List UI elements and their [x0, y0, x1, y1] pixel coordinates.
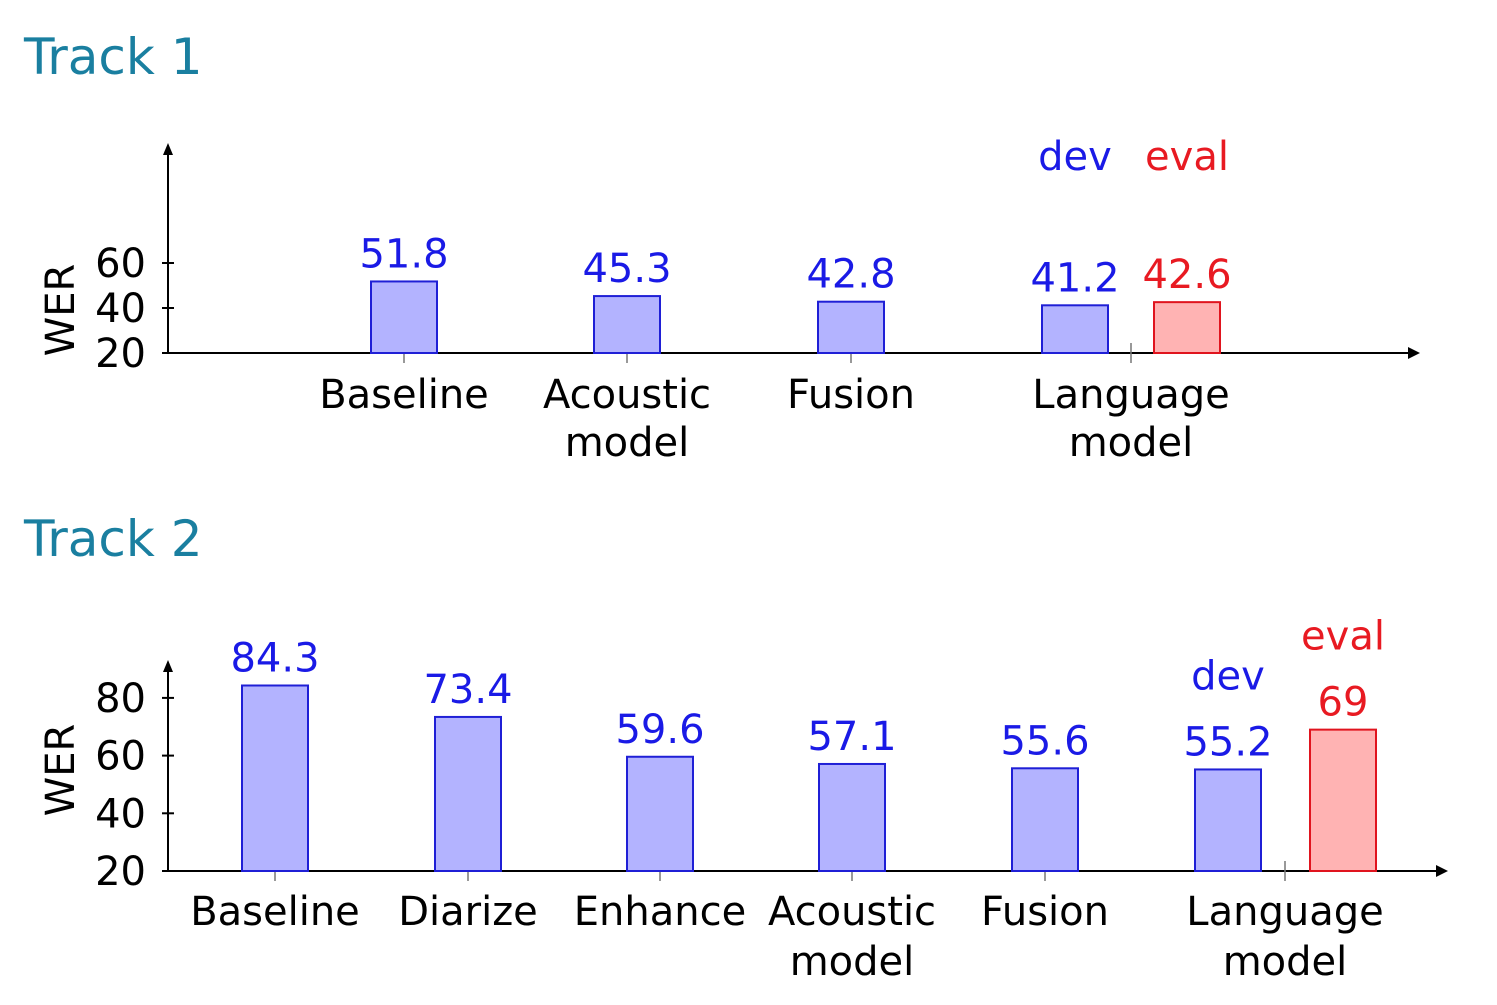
- bar-value-label-dev: 55.6: [1000, 718, 1089, 764]
- bar-value-label-eval: 69: [1318, 680, 1369, 726]
- bar-dev: [370, 280, 438, 354]
- bar-value-label-dev: 59.6: [615, 707, 704, 753]
- bar-dev: [434, 715, 502, 873]
- x-category-label-line: Language: [1032, 372, 1229, 418]
- y-tick-label: 80: [95, 676, 146, 722]
- bar-value-label-dev: 45.3: [582, 246, 671, 292]
- y-axis-arrow-icon: [163, 660, 173, 672]
- bar-dev: [1194, 768, 1262, 872]
- y-axis-label: WER: [38, 264, 84, 357]
- x-category-label: Language model: [1032, 372, 1229, 466]
- x-axis-arrow-icon: [1436, 865, 1448, 877]
- y-axis-arrow-icon: [163, 143, 173, 155]
- x-category-label: Acoustic model: [768, 889, 936, 985]
- bar-value-label-dev: 55.2: [1183, 719, 1272, 765]
- bar-value-label-dev: 84.3: [230, 635, 319, 681]
- x-axis-arrow-icon: [1408, 347, 1420, 359]
- x-category-label-line: model: [1223, 939, 1348, 985]
- x-category-label-line: Language: [1186, 889, 1383, 935]
- bar-value-label-dev: 51.8: [359, 231, 448, 277]
- x-category-label: Fusion: [981, 889, 1109, 935]
- x-category-label-line: model: [1069, 420, 1194, 466]
- bar-dev: [241, 684, 309, 872]
- bar-value-label-eval: 42.6: [1142, 252, 1231, 298]
- track-1-title: Track 1: [24, 28, 203, 86]
- bar-dev: [593, 295, 661, 354]
- legend-eval-label: eval: [1145, 134, 1229, 180]
- legend-dev-label: dev: [1038, 134, 1112, 180]
- y-tick-label: 20: [95, 331, 146, 377]
- y-tick-label: 20: [95, 849, 146, 895]
- bar-value-label-dev: 57.1: [807, 714, 896, 760]
- bar-eval: [1153, 301, 1221, 354]
- x-category-label: Language model: [1186, 889, 1383, 985]
- x-category-label-line: Fusion: [787, 372, 915, 418]
- legend-dev-label: dev: [1191, 653, 1265, 699]
- x-category-label: Acoustic model: [543, 372, 711, 466]
- x-category-label-line: Diarize: [398, 889, 538, 935]
- x-category-label-line: Enhance: [574, 889, 746, 935]
- track-2-title: Track 2: [24, 510, 203, 568]
- bar-dev: [1011, 767, 1079, 873]
- bar-dev: [1041, 304, 1109, 355]
- x-category-label: Enhance: [574, 889, 746, 935]
- bar-eval: [1309, 728, 1377, 872]
- legend-eval-label: eval: [1301, 614, 1385, 660]
- y-tick-label: 60: [95, 241, 146, 287]
- bar-value-label-dev: 41.2: [1030, 255, 1119, 301]
- x-category-label: Diarize: [398, 889, 538, 935]
- x-category-label: Baseline: [190, 889, 360, 935]
- y-tick-label: 60: [95, 734, 146, 780]
- x-category-label-line: model: [565, 420, 690, 466]
- x-category-label-line: Baseline: [319, 372, 489, 418]
- x-category-label-line: Acoustic: [768, 889, 936, 935]
- bar-value-label-dev: 42.8: [806, 252, 895, 298]
- bar-value-label-dev: 73.4: [423, 667, 512, 713]
- x-category-label-line: Fusion: [981, 889, 1109, 935]
- x-category-label: Fusion: [787, 372, 915, 418]
- bar-dev: [626, 755, 694, 872]
- y-tick-label: 40: [95, 286, 146, 332]
- bar-dev: [817, 300, 885, 354]
- x-category-label: Baseline: [319, 372, 489, 418]
- y-axis-label: WER: [38, 724, 84, 817]
- x-category-label-line: model: [790, 939, 915, 985]
- x-category-label-line: Acoustic: [543, 372, 711, 418]
- bar-dev: [818, 762, 886, 873]
- y-tick-label: 40: [95, 791, 146, 837]
- x-category-label-line: Baseline: [190, 889, 360, 935]
